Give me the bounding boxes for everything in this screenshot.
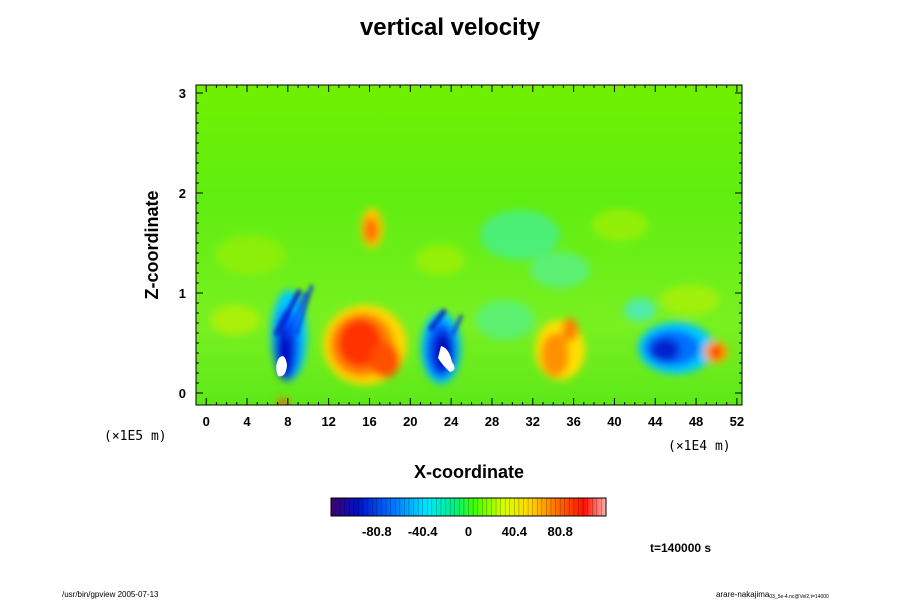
x-axis: 0 4 8 12 16 20 24 28 32 36 40 44 48 52 xyxy=(203,85,744,429)
y-axis: 0 1 2 3 xyxy=(179,86,742,401)
x-tick-label: 36 xyxy=(566,414,580,429)
footer-right: arare-nakajima03_5e-4.nc@Vel2,t=14000 xyxy=(716,590,829,600)
downdraft-streaks xyxy=(274,284,464,341)
x-tick-label: 24 xyxy=(444,414,459,429)
footer-right-main: arare-nakajima xyxy=(716,590,770,599)
time-label: t=140000 s xyxy=(650,541,711,555)
y-tick-label: 3 xyxy=(179,86,186,101)
x-tick-label: 8 xyxy=(284,414,291,429)
core-left xyxy=(276,356,287,377)
x-tick-label: 52 xyxy=(730,414,744,429)
y-unit-label: (×1E5 m) xyxy=(104,429,167,444)
colorbar-tick-label: -40.4 xyxy=(408,524,438,539)
x-tick-label: 0 xyxy=(203,414,210,429)
x-tick-label: 4 xyxy=(243,414,251,429)
colorbar-tick-label: 80.8 xyxy=(548,524,573,539)
x-unit-label: (×1E4 m) xyxy=(668,439,731,454)
x-tick-label: 12 xyxy=(321,414,335,429)
velocity-field xyxy=(196,85,742,405)
x-tick-label: 28 xyxy=(485,414,499,429)
plot-frame xyxy=(195,84,743,406)
colorbar-tick-label: 0 xyxy=(465,524,472,539)
core-mid xyxy=(438,346,455,372)
x-tick-label: 16 xyxy=(362,414,376,429)
y-tick-label: 1 xyxy=(179,286,186,301)
x-axis-label: X-coordinate xyxy=(414,462,524,482)
footer-right-sub: 03_5e-4.nc@Vel2,t=14000 xyxy=(769,594,829,600)
chart-title: vertical velocity xyxy=(359,14,541,41)
footer-left: /usr/bin/gpview 2005-07-13 xyxy=(62,590,159,599)
x-tick-label: 32 xyxy=(526,414,540,429)
colorbar-tick-label: -80.8 xyxy=(362,524,392,539)
x-tick-label: 20 xyxy=(403,414,417,429)
x-tick-label: 40 xyxy=(607,414,621,429)
colorbar-tick-label: 40.4 xyxy=(502,524,528,539)
y-tick-label: 0 xyxy=(179,386,186,401)
x-tick-label: 44 xyxy=(648,414,663,429)
y-axis-label: Z-coordinate xyxy=(142,190,162,299)
colorbar-ticks: -80.8 -40.4 0 40.4 80.8 xyxy=(362,524,573,539)
colorbar-segments xyxy=(335,498,602,516)
y-tick-label: 2 xyxy=(179,186,186,201)
x-tick-label: 48 xyxy=(689,414,703,429)
